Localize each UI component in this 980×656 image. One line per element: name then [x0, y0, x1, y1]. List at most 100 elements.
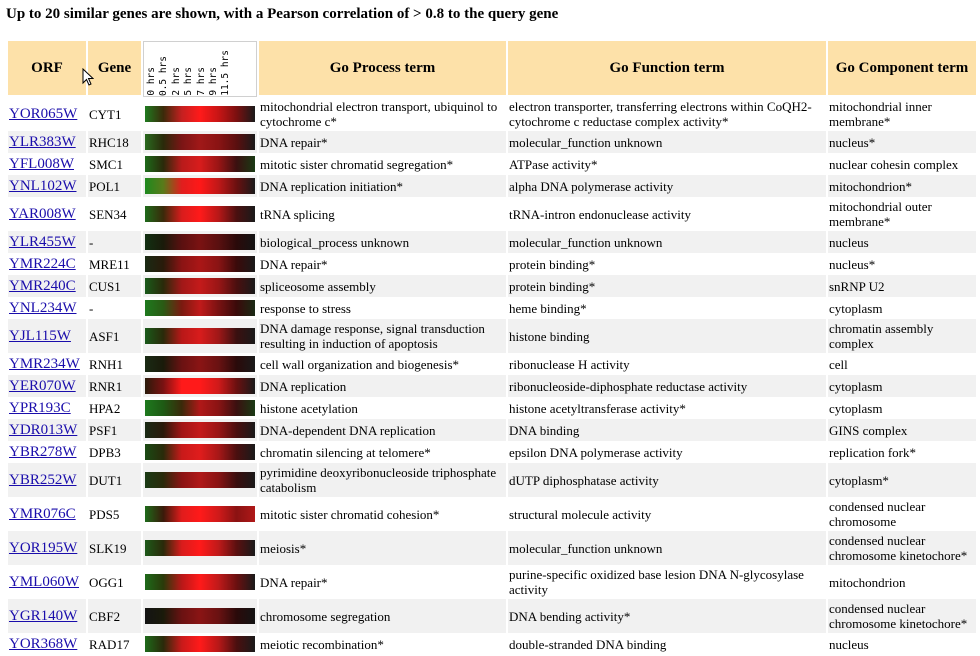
- expression-heatmap-cell: [143, 297, 257, 319]
- gene-cell: OGG1: [88, 565, 141, 599]
- gene-cell: RNH1: [88, 353, 141, 375]
- orf-link[interactable]: YLR383W: [9, 134, 76, 150]
- timepoint-label: 2 hrs: [170, 67, 182, 96]
- table-row: YOR065W CYT1 mitochondrial electron transp…: [8, 97, 976, 131]
- go-function-cell: dUTP diphosphatase activity: [508, 463, 826, 497]
- gene-column-header: Gene: [88, 41, 141, 97]
- go-function-cell: molecular_function unknown: [508, 231, 826, 253]
- table-row: YPR193C HPA2 histone acetylation histone ac…: [8, 397, 976, 419]
- orf-cell: YFL008W: [8, 153, 86, 175]
- table-row: YMR076C PDS5 mitotic sister chromatid cohe…: [8, 497, 976, 531]
- orf-cell: YPR193C: [8, 397, 86, 419]
- expression-heatmap-bar: [145, 206, 255, 222]
- table-row: YMR234W RNH1 cell wall organization and bi…: [8, 353, 976, 375]
- table-row: YNL234W - response to stress heme binding* c…: [8, 297, 976, 319]
- go-process-cell: spliceosome assembly: [259, 275, 506, 297]
- table-row: YML060W OGG1 DNA repair* purine-specific ox…: [8, 565, 976, 599]
- gene-cell: HPA2: [88, 397, 141, 419]
- timepoint-label: 11.5 hrs: [220, 50, 232, 96]
- orf-link[interactable]: YFL008W: [9, 156, 74, 172]
- expression-heatmap-cell: [143, 97, 257, 131]
- go-component-cell: mitochondrion: [828, 565, 976, 599]
- go-process-cell: mitotic sister chromatid segregation*: [259, 153, 506, 175]
- orf-link[interactable]: YDR013W: [9, 422, 78, 438]
- gene-cell: CUS1: [88, 275, 141, 297]
- expression-heatmap-cell: [143, 319, 257, 353]
- go-component-cell: nucleus*: [828, 131, 976, 153]
- orf-cell: YMR234W: [8, 353, 86, 375]
- expression-heatmap-bar: [145, 422, 255, 438]
- orf-link[interactable]: YGR140W: [9, 608, 78, 624]
- similar-genes-table: ORF Gene 0 hrs 0.5 hrs 2 hrs 5 hrs 7 hrs 9 hr…: [6, 41, 978, 655]
- orf-link[interactable]: YER070W: [9, 378, 76, 394]
- expression-heatmap-bar: [145, 636, 255, 652]
- expression-heatmap-cell: [143, 497, 257, 531]
- expression-heatmap-cell: [143, 375, 257, 397]
- table-row: YMR224C MRE11 DNA repair* protein binding* n…: [8, 253, 976, 275]
- expression-heatmap-cell: [143, 131, 257, 153]
- expression-heatmap-cell: [143, 565, 257, 599]
- expression-heatmap-cell: [143, 275, 257, 297]
- go-function-cell: structural molecule activity: [508, 497, 826, 531]
- orf-link[interactable]: YMR224C: [9, 256, 76, 272]
- go-function-cell: ribonuclease H activity: [508, 353, 826, 375]
- expression-heatmap-bar: [145, 328, 255, 344]
- gene-cell: ASF1: [88, 319, 141, 353]
- table-row: YDR013W PSF1 DNA-dependent DNA replication…: [8, 419, 976, 441]
- go-component-cell: replication fork*: [828, 441, 976, 463]
- orf-link[interactable]: YLR455W: [9, 234, 76, 250]
- table-row: YMR240C CUS1 spliceosome assembly protein b…: [8, 275, 976, 297]
- expression-heatmap-bar: [145, 472, 255, 488]
- orf-link[interactable]: YAR008W: [9, 206, 76, 222]
- gene-cell: SLK19: [88, 531, 141, 565]
- orf-link[interactable]: YOR195W: [9, 540, 78, 556]
- mouse-pointer-icon: [82, 68, 94, 86]
- go-function-cell: alpha DNA polymerase activity: [508, 175, 826, 197]
- orf-cell: YMR076C: [8, 497, 86, 531]
- go-function-column-header: Go Function term: [508, 41, 826, 97]
- go-component-column-header: Go Component term: [828, 41, 976, 97]
- orf-link[interactable]: YNL234W: [9, 300, 77, 316]
- table-row: YLR383W RHC18 DNA repair* molecular_functio…: [8, 131, 976, 153]
- go-component-cell: condensed nuclear chromosome kinetochore…: [828, 531, 976, 565]
- orf-link[interactable]: YNL102W: [9, 178, 77, 194]
- orf-cell: YJL115W: [8, 319, 86, 353]
- table-row: YAR008W SEN34 tRNA splicing tRNA-intron end…: [8, 197, 976, 231]
- go-function-cell: electron transporter, transferring elect…: [508, 97, 826, 131]
- expression-heatmap-bar: [145, 156, 255, 172]
- orf-cell: YOR065W: [8, 97, 86, 131]
- expression-heatmap-cell: [143, 441, 257, 463]
- gene-cell: PSF1: [88, 419, 141, 441]
- expression-heatmap-bar: [145, 234, 255, 250]
- go-function-cell: heme binding*: [508, 297, 826, 319]
- table-row: YNL102W POL1 DNA replication initiation* al…: [8, 175, 976, 197]
- table-row: YOR195W SLK19 meiosis* molecular_function u…: [8, 531, 976, 565]
- orf-link[interactable]: YOR368W: [9, 636, 78, 652]
- orf-link[interactable]: YMR076C: [9, 506, 76, 522]
- orf-cell: YML060W: [8, 565, 86, 599]
- orf-link[interactable]: YML060W: [9, 574, 79, 590]
- go-component-cell: cell: [828, 353, 976, 375]
- go-component-cell: chromatin assembly complex: [828, 319, 976, 353]
- expression-heatmap-cell: [143, 197, 257, 231]
- go-process-cell: DNA repair*: [259, 253, 506, 275]
- orf-link[interactable]: YPR193C: [9, 400, 71, 416]
- go-process-cell: DNA repair*: [259, 131, 506, 153]
- orf-link[interactable]: YBR252W: [9, 472, 77, 488]
- expression-heatmap-bar: [145, 378, 255, 394]
- orf-cell: YDR013W: [8, 419, 86, 441]
- orf-cell: YMR240C: [8, 275, 86, 297]
- orf-link[interactable]: YMR240C: [9, 278, 76, 294]
- orf-link[interactable]: YOR065W: [9, 106, 78, 122]
- expression-heatmap-bar: [145, 608, 255, 624]
- orf-link[interactable]: YBR278W: [9, 444, 77, 460]
- gene-cell: POL1: [88, 175, 141, 197]
- orf-link[interactable]: YJL115W: [9, 328, 71, 344]
- orf-cell: YOR368W: [8, 633, 86, 655]
- orf-link[interactable]: YMR234W: [9, 356, 80, 372]
- go-function-cell: ribonucleoside-diphosphate reductase act…: [508, 375, 826, 397]
- go-process-cell: chromatin silencing at telomere*: [259, 441, 506, 463]
- expression-heatmap-cell: [143, 463, 257, 497]
- go-process-cell: chromosome segregation: [259, 599, 506, 633]
- table-row: YER070W RNR1 DNA replication ribonucleoside…: [8, 375, 976, 397]
